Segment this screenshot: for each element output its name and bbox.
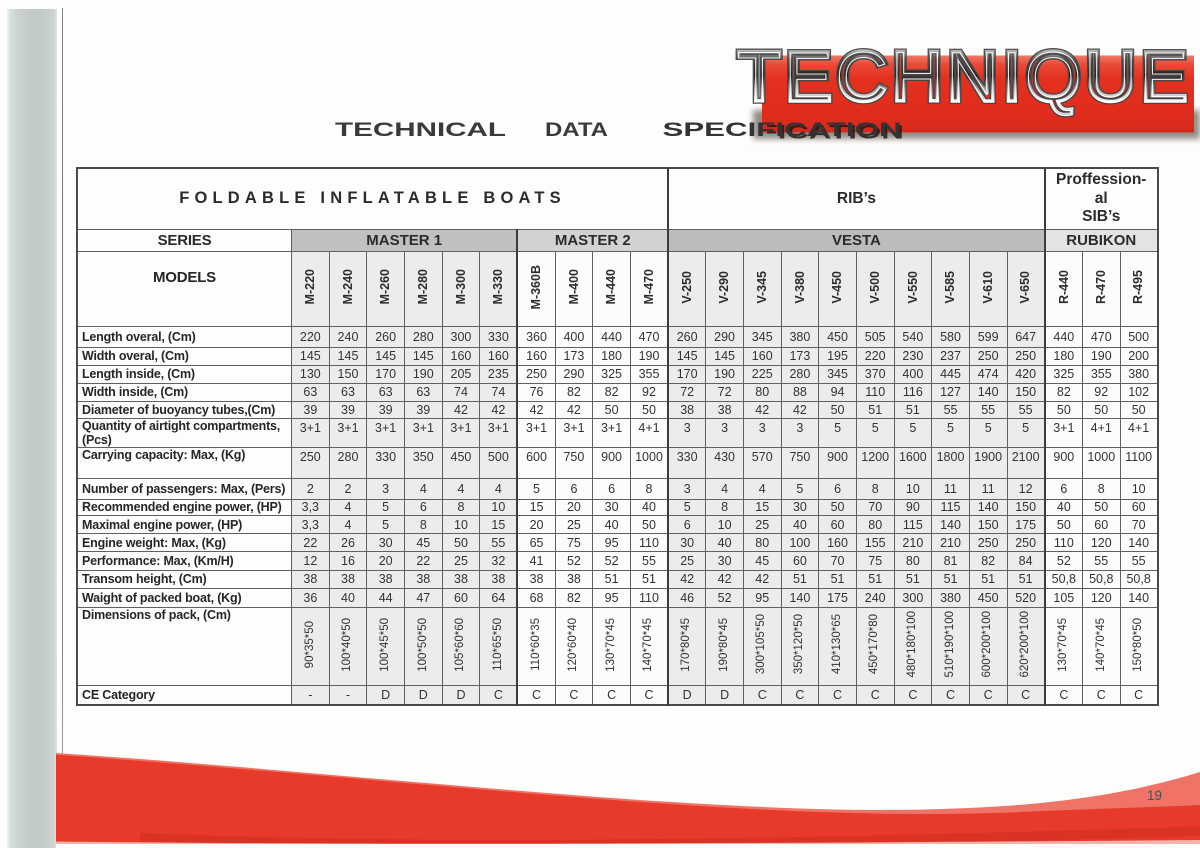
svg-text:TECHNIQUE: TECHNIQUE [737,38,1191,117]
svg-text:DATA: DATA [545,120,608,141]
svg-text:SPECIFICATION: SPECIFICATION [663,120,902,141]
svg-text:19: 19 [1147,788,1162,803]
svg-text:TECHNIQUE: TECHNIQUE [737,39,1191,118]
svg-text:TECHNIQUE: TECHNIQUE [737,38,1191,117]
svg-text:TECHNICAL: TECHNICAL [335,120,506,141]
svg-text:SPECIFICATION: SPECIFICATION [665,122,904,143]
